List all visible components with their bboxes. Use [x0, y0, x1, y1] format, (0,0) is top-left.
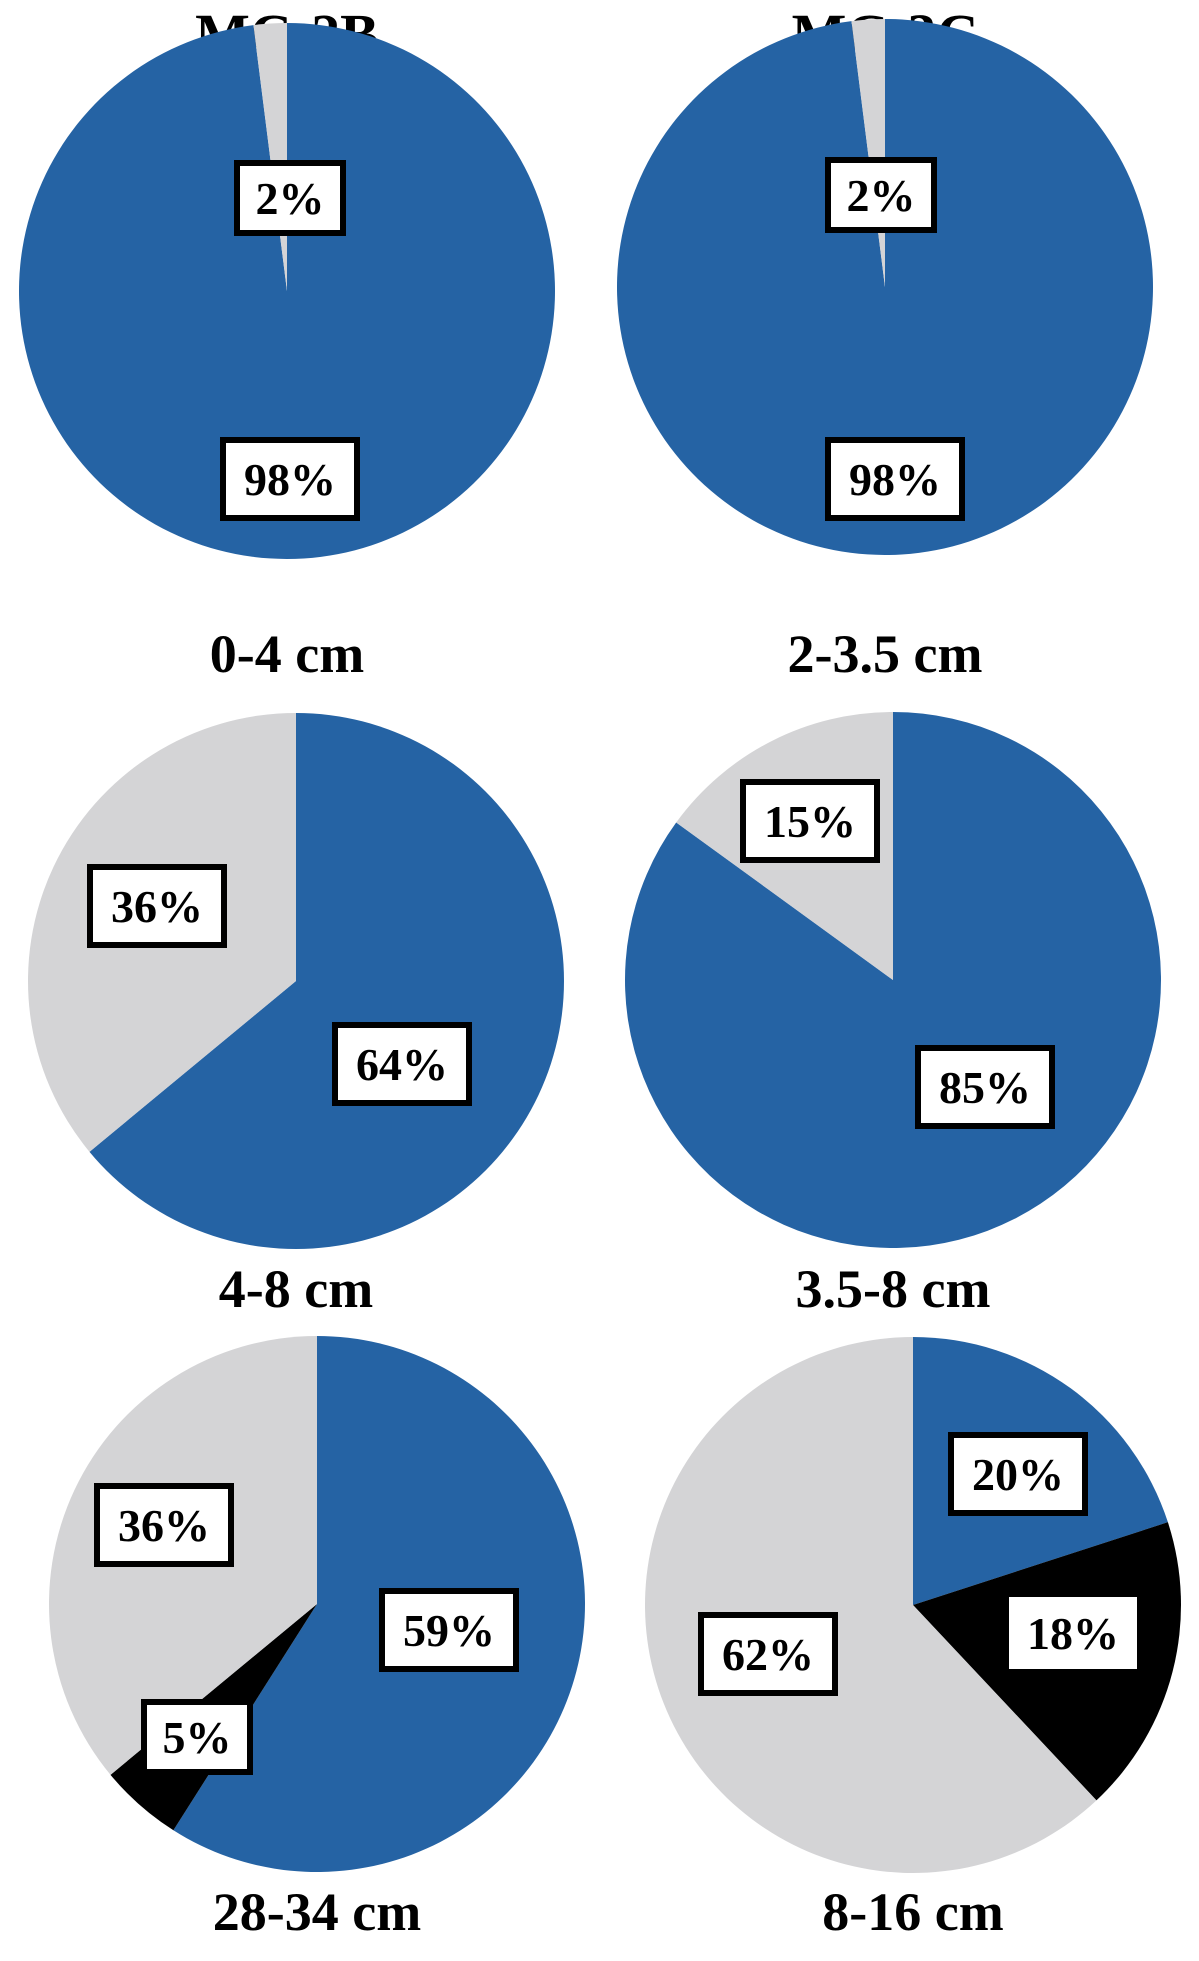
data-label-box	[948, 1432, 1088, 1516]
pie-1-data-label-blue: 98%	[220, 437, 360, 521]
data-label-text: 18%	[1027, 1608, 1119, 1659]
pie-4-depth-label: 3.5-8 cm	[796, 1259, 991, 1319]
pie-5-data-label-black: 5%	[141, 1699, 253, 1775]
pie-3-data-label-gray: 36%	[87, 864, 227, 948]
data-label-text: 64%	[356, 1039, 448, 1090]
pie-6-data-label-black: 18%	[1003, 1591, 1143, 1675]
pie-4-data-label-blue: 85%	[915, 1045, 1055, 1129]
pie-2-data-label-blue: 98%	[825, 437, 965, 521]
data-label-text: 36%	[111, 881, 203, 932]
pie-1: 98% 2% 0-4 cm	[18, 23, 555, 684]
data-label-box	[94, 1483, 234, 1567]
data-label-box	[740, 779, 880, 863]
data-label-box	[1003, 1591, 1143, 1675]
data-label-text: 5%	[163, 1712, 232, 1763]
data-label-box	[825, 437, 965, 521]
data-label-box	[220, 437, 360, 521]
pie-grid: 98% 2% 0-4 cm 98% 2% 2-3.5 cm 64% 36% 4-8 cm 85% 1…	[18, 19, 1181, 1942]
data-label-box	[332, 1022, 472, 1106]
data-label-box	[87, 864, 227, 948]
data-label-text: 59%	[403, 1605, 495, 1656]
pie-5-depth-label: 28-34 cm	[213, 1882, 421, 1942]
data-label-text: 98%	[849, 454, 941, 505]
data-label-text: 2%	[847, 170, 916, 221]
data-label-text: 85%	[939, 1062, 1031, 1113]
pie-1-slice-blue	[18, 23, 555, 559]
pie-5-data-label-gray: 36%	[94, 1483, 234, 1567]
pie-1-data-label-gray: 2%	[234, 160, 346, 236]
data-label-text: 2%	[256, 173, 325, 224]
pie-6-data-label-blue: 20%	[948, 1432, 1088, 1516]
pie-3: 64% 36% 4-8 cm	[28, 713, 564, 1319]
data-label-box	[379, 1588, 519, 1672]
data-label-box	[234, 160, 346, 236]
pie-6-data-label-gray: 62%	[698, 1612, 838, 1696]
data-label-box	[698, 1612, 838, 1696]
pie-3-data-label-blue: 64%	[332, 1022, 472, 1106]
data-label-text: 98%	[244, 454, 336, 505]
pie-2-depth-label: 2-3.5 cm	[788, 624, 983, 684]
pie-6: 20% 18% 62% 8-16 cm	[645, 1337, 1181, 1942]
data-label-text: 20%	[972, 1449, 1064, 1500]
pie-3-slice-blue	[89, 713, 564, 1249]
pie-4-data-label-gray: 15%	[740, 779, 880, 863]
data-label-box	[141, 1699, 253, 1775]
pie-5: 59% 5% 36% 28-34 cm	[48, 1336, 585, 1942]
data-label-text: 36%	[118, 1500, 210, 1551]
pie-6-depth-label: 8-16 cm	[822, 1882, 1003, 1942]
data-label-box	[825, 157, 937, 233]
data-label-text: 62%	[722, 1629, 814, 1680]
pie-5-data-label-blue: 59%	[379, 1588, 519, 1672]
pie-3-depth-label: 4-8 cm	[219, 1259, 373, 1319]
pie-1-depth-label: 0-4 cm	[210, 624, 364, 684]
pie-4: 85% 15% 3.5-8 cm	[625, 712, 1161, 1319]
data-label-text: 15%	[764, 796, 856, 847]
pie-6-slice-gray	[645, 1337, 1097, 1873]
pie-2: 98% 2% 2-3.5 cm	[616, 19, 1153, 684]
data-label-box	[915, 1045, 1055, 1129]
pie-2-data-label-gray: 2%	[825, 157, 937, 233]
